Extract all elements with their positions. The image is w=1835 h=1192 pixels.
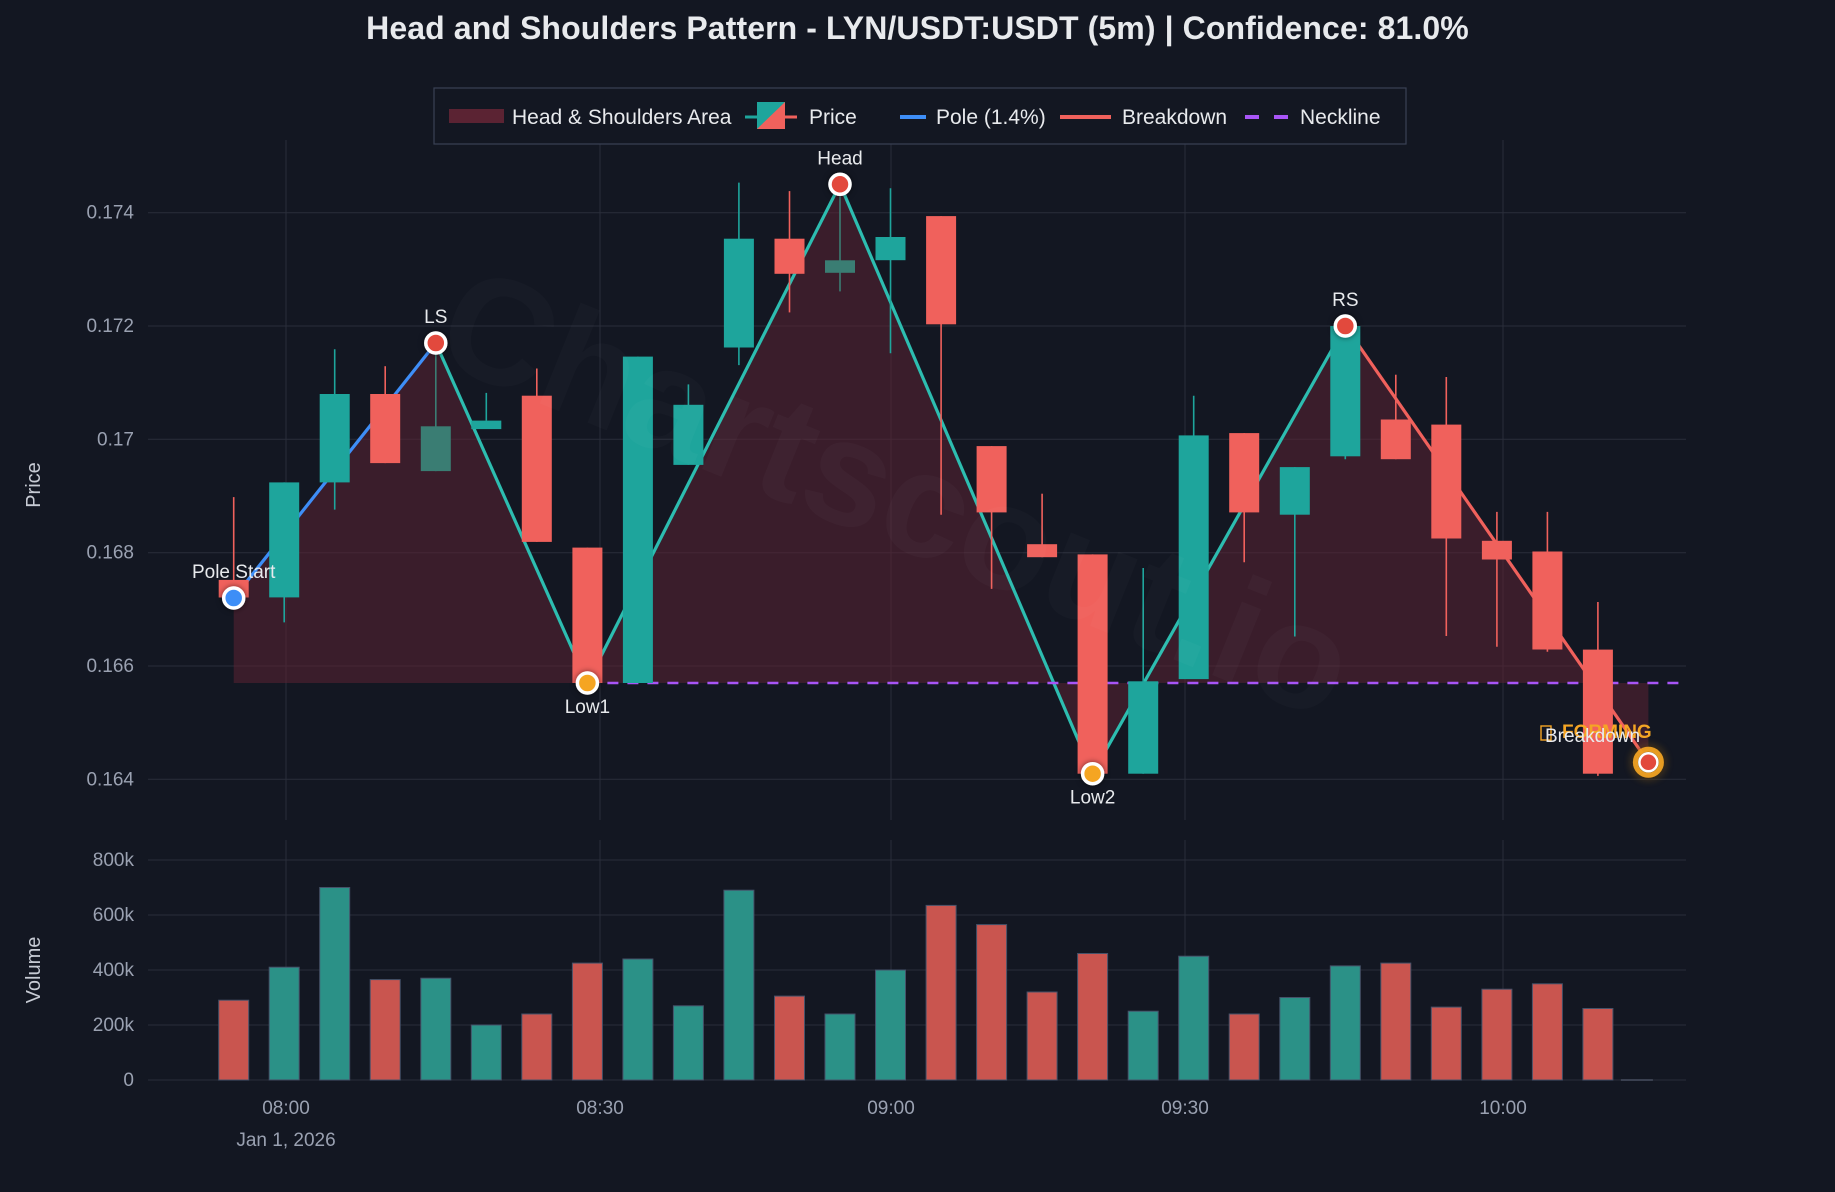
svg-text:Pole (1.4%): Pole (1.4%): [936, 106, 1046, 129]
svg-text:0.17: 0.17: [97, 429, 134, 450]
svg-text:600k: 600k: [93, 905, 135, 926]
svg-text:10:00: 10:00: [1479, 1098, 1527, 1119]
svg-text:Volume: Volume: [23, 937, 45, 1004]
svg-text:0.168: 0.168: [86, 543, 134, 564]
svg-text:08:00: 08:00: [262, 1098, 310, 1119]
svg-text:Low1: Low1: [565, 697, 610, 718]
svg-text:Neckline: Neckline: [1300, 106, 1381, 129]
svg-text:Price: Price: [809, 106, 857, 129]
svg-text:Breakdown: Breakdown: [1122, 106, 1227, 129]
svg-text:Low2: Low2: [1070, 788, 1115, 809]
svg-text:09:30: 09:30: [1161, 1098, 1209, 1119]
svg-text:0.166: 0.166: [86, 656, 134, 677]
svg-text:09:00: 09:00: [867, 1098, 915, 1119]
svg-text:Pole Start: Pole Start: [192, 562, 276, 583]
svg-text:Breakdown: Breakdown: [1545, 726, 1640, 747]
svg-text:0.164: 0.164: [86, 769, 134, 790]
svg-text:400k: 400k: [93, 960, 135, 981]
svg-text:800k: 800k: [93, 850, 135, 871]
svg-text:08:30: 08:30: [576, 1098, 624, 1119]
svg-text:RS: RS: [1332, 290, 1358, 311]
svg-text:200k: 200k: [93, 1015, 135, 1036]
svg-text:Jan 1, 2026: Jan 1, 2026: [236, 1130, 335, 1151]
svg-text:0.174: 0.174: [86, 203, 134, 224]
svg-text:Price: Price: [23, 462, 45, 508]
svg-text:0: 0: [123, 1070, 134, 1091]
svg-text:0.172: 0.172: [86, 316, 134, 337]
svg-text:Head & Shoulders Area: Head & Shoulders Area: [512, 106, 732, 129]
svg-text:Head: Head: [817, 148, 862, 169]
